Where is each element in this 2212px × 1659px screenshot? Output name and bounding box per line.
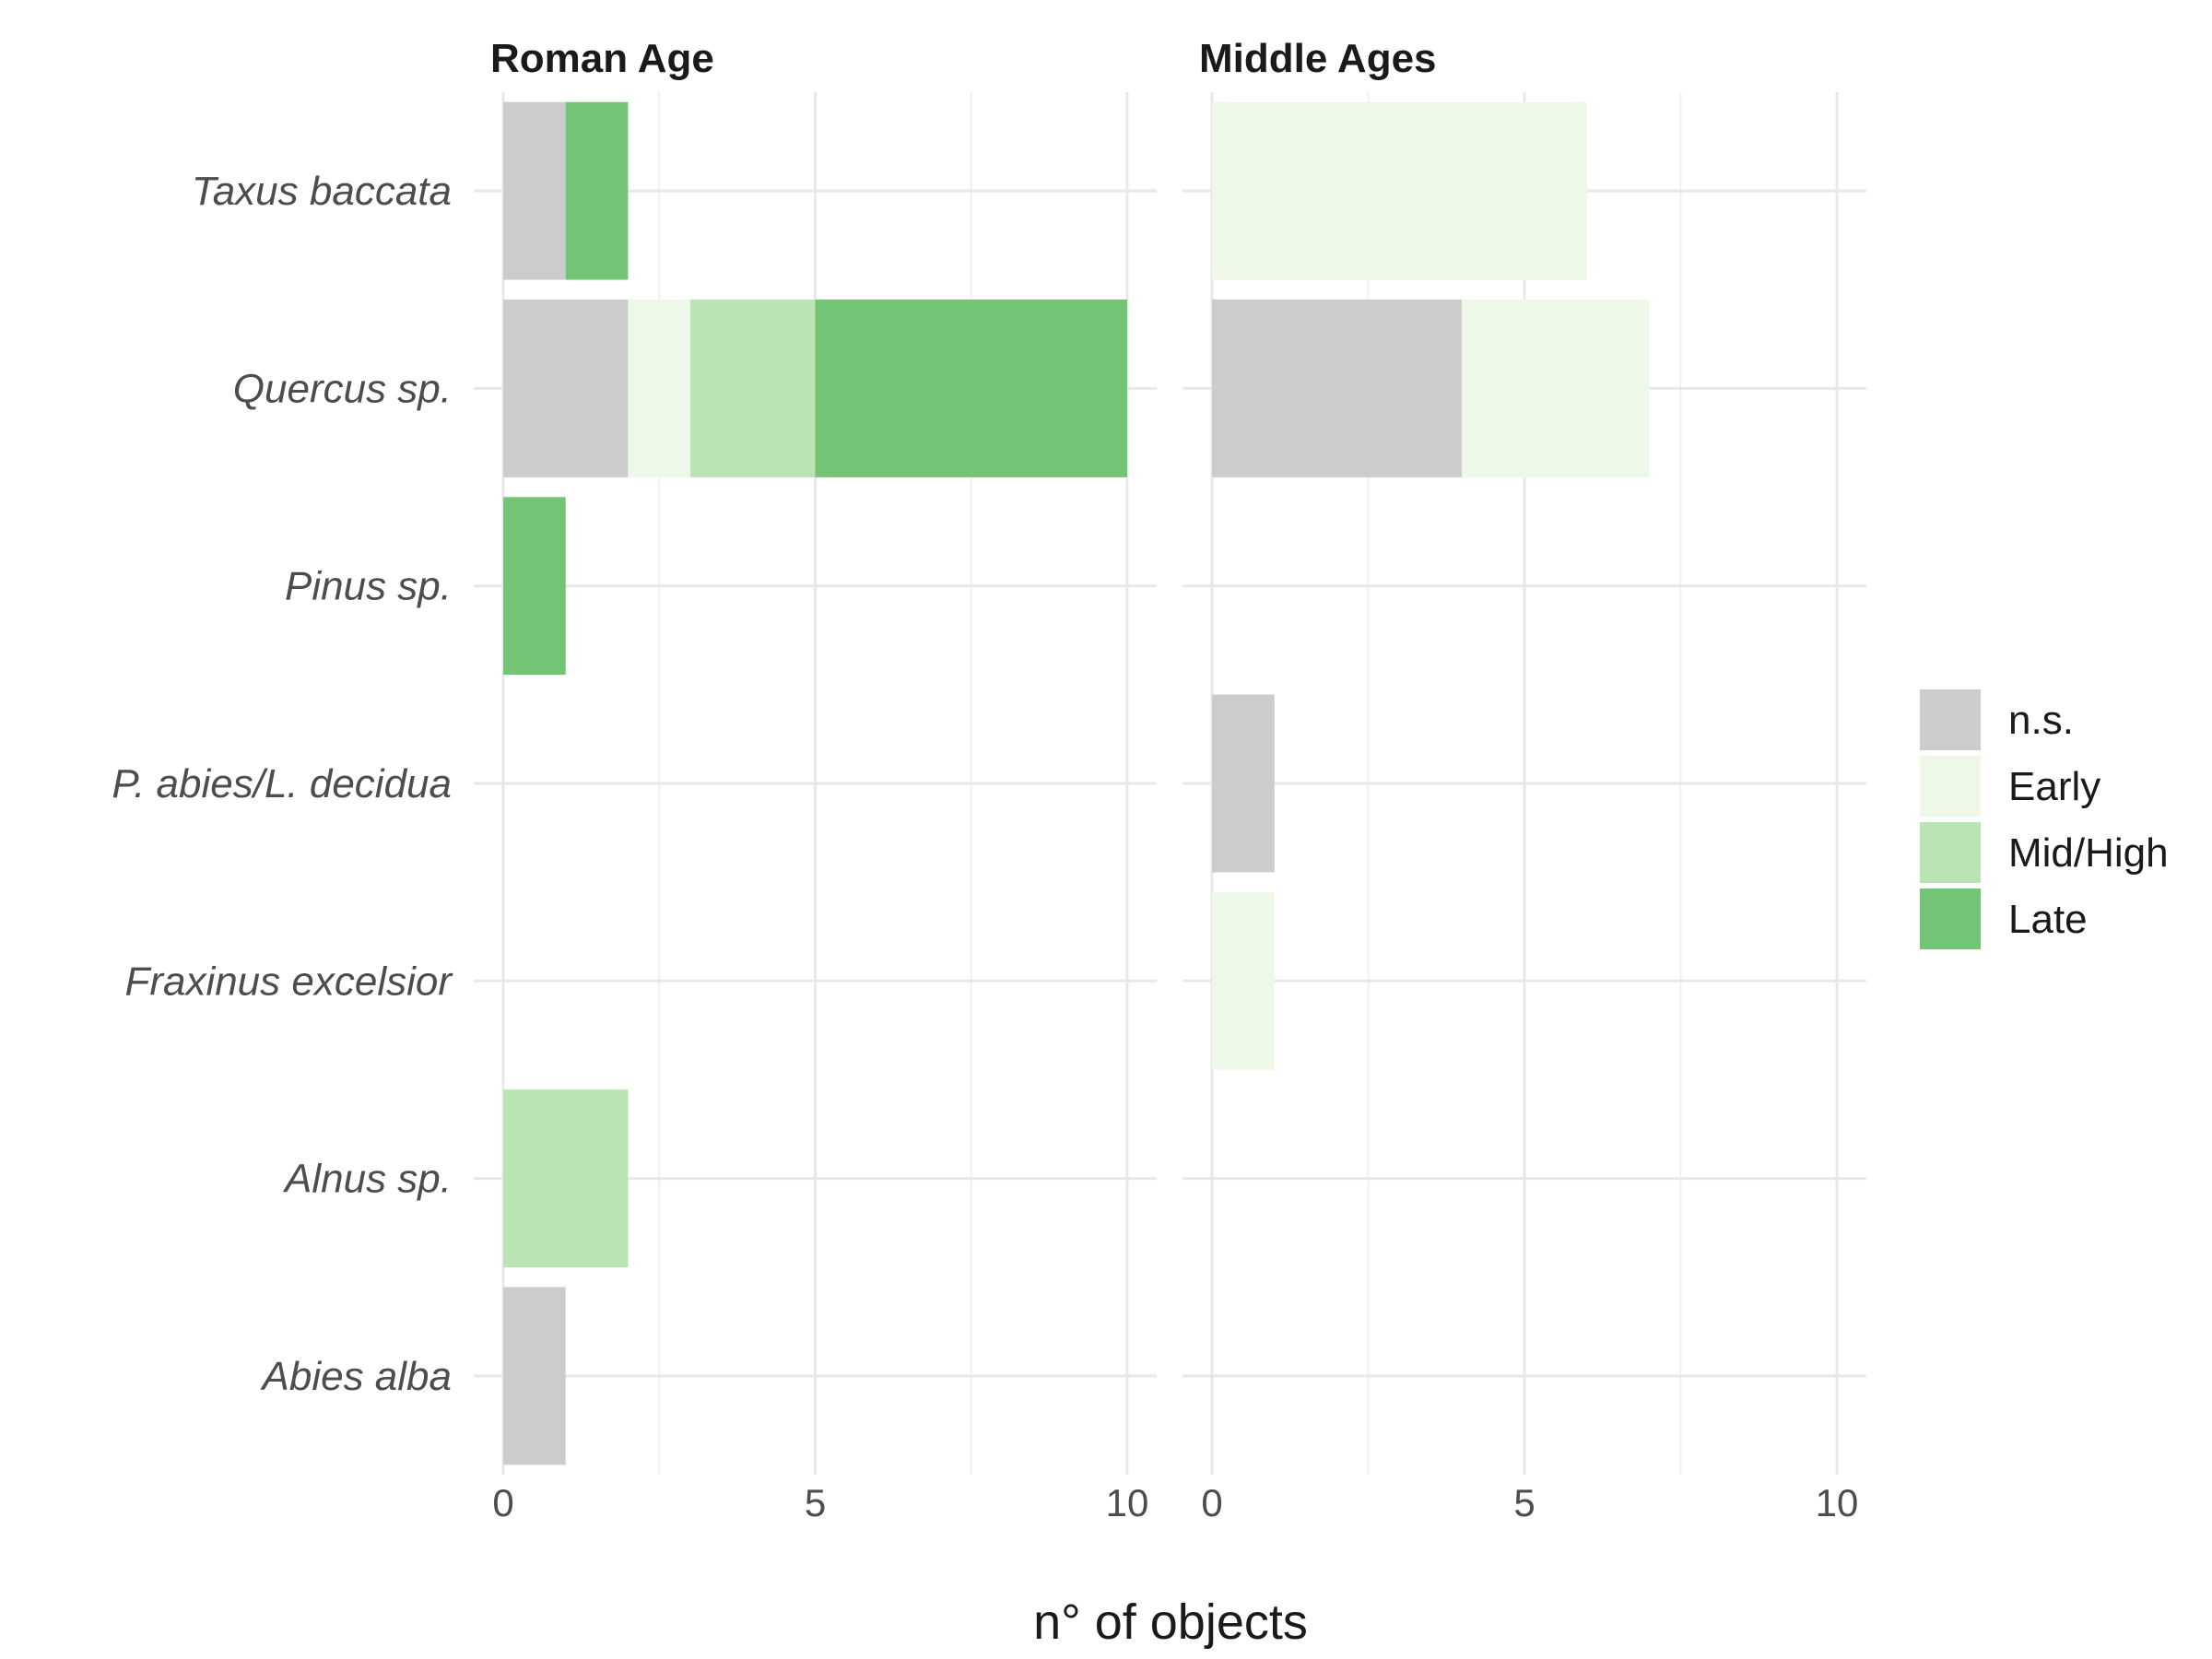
- facet-title-roman-age: Roman Age: [490, 36, 714, 81]
- bar-layer: [503, 101, 1650, 1465]
- x-tick-label: 5: [1513, 1481, 1535, 1524]
- legend-label-n-s: n.s.: [2008, 698, 2074, 743]
- bar-roman-age-quercus-sp-late: [815, 300, 1127, 477]
- y-tick-label: Fraxinus excelsior: [124, 959, 453, 1004]
- bar-roman-age-taxus-baccata-late: [565, 101, 629, 280]
- bar-roman-age-pinus-sp-late: [503, 497, 566, 676]
- legend-label-mid-high: Mid/High: [2008, 830, 2169, 876]
- bar-roman-age-taxus-baccata-n-s: [503, 101, 566, 280]
- bar-roman-age-alnus-sp-mid-high: [503, 1089, 629, 1267]
- y-tick-label: Quercus sp.: [233, 366, 452, 411]
- x-tick-label: 0: [1201, 1481, 1222, 1524]
- legend-key-n-s: [1920, 689, 1981, 750]
- legend-label-early: Early: [2008, 764, 2100, 809]
- y-tick-label: P. abies/L. decidua: [112, 761, 452, 806]
- legend-key-mid-high: [1920, 822, 1981, 883]
- legend: n.s. Early Mid/High Late: [1920, 689, 2169, 949]
- x-axis-title: n° of objects: [1033, 1594, 1308, 1650]
- bar-roman-age-quercus-sp-early: [628, 300, 691, 477]
- facet-title-middle-ages: Middle Ages: [1199, 36, 1437, 81]
- x-tick-label: 10: [1106, 1481, 1149, 1524]
- text-layer: Roman Age 0 5 10 Middle Ages 0 5 10 Taxus baccat…: [112, 36, 1858, 1524]
- x-tick-label: 10: [1816, 1481, 1859, 1524]
- bar-middle-ages-fraxinus-excelsior-early: [1212, 891, 1275, 1070]
- bar-middle-ages-taxus-baccata-early: [1212, 101, 1587, 280]
- y-tick-label: Alnus sp.: [282, 1157, 452, 1202]
- bar-roman-age-quercus-sp-mid-high: [690, 300, 816, 477]
- legend-label-late: Late: [2008, 897, 2088, 942]
- x-tick-label: 5: [805, 1481, 826, 1524]
- legend-key-late: [1920, 888, 1981, 949]
- x-tick-label: 0: [492, 1481, 513, 1524]
- bar-roman-age-quercus-sp-n-s: [503, 300, 629, 477]
- y-tick-label: Abies alba: [260, 1354, 452, 1399]
- legend-key-early: [1920, 756, 1981, 817]
- y-tick-label: Pinus sp.: [285, 564, 452, 609]
- bar-middle-ages-p-abies-l-decidua-n-s: [1212, 694, 1275, 873]
- bar-middle-ages-quercus-sp-early: [1462, 300, 1650, 477]
- bar-middle-ages-quercus-sp-n-s: [1212, 300, 1463, 477]
- y-tick-label: Taxus baccata: [192, 169, 452, 214]
- bar-roman-age-abies-alba-n-s: [503, 1287, 566, 1465]
